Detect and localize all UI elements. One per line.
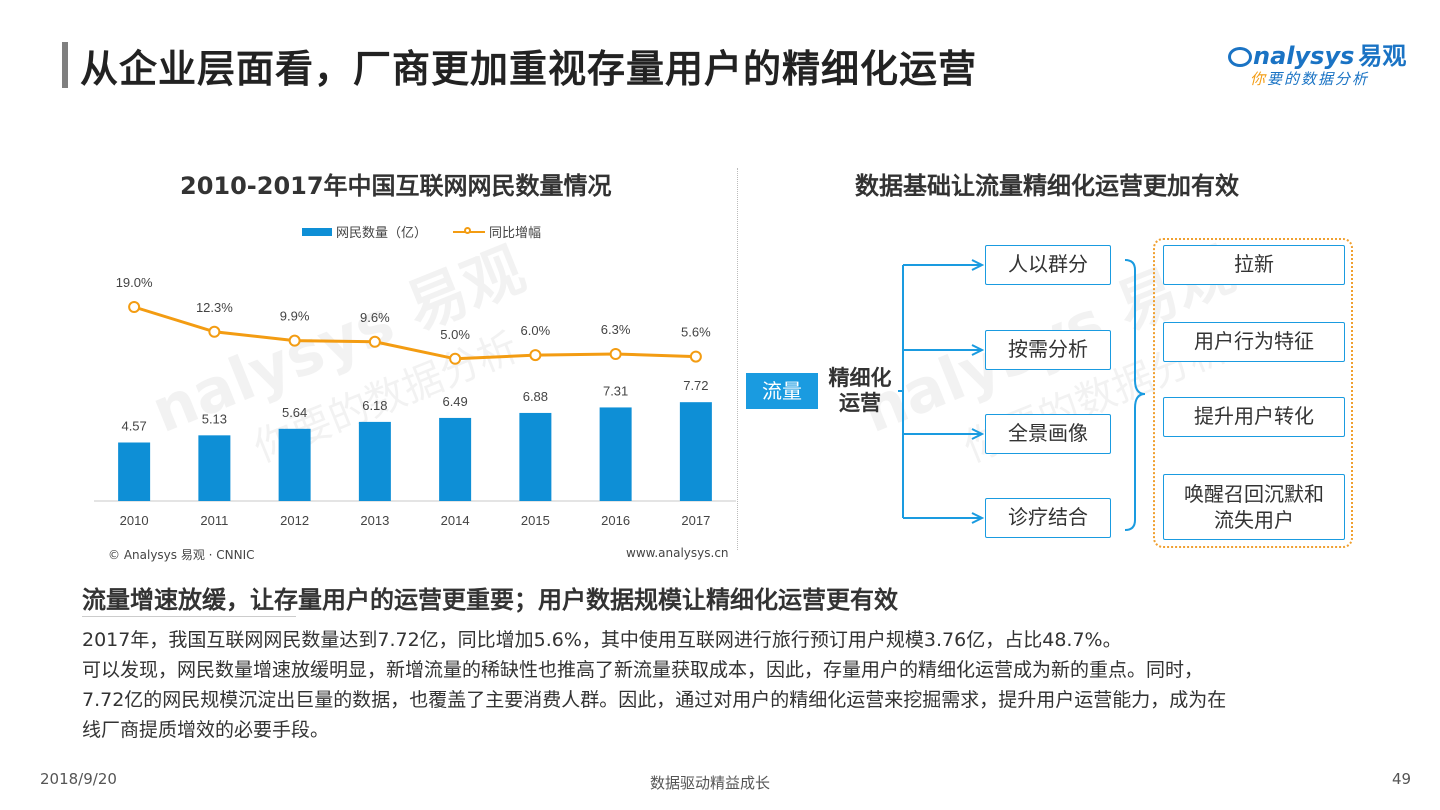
x-tick-2016: 2016 — [601, 513, 630, 528]
growth-label-2015: 6.0% — [521, 323, 551, 338]
branch-box-analysis: 按需分析 — [985, 330, 1111, 370]
bar-label-2017: 7.72 — [683, 378, 708, 393]
growth-point-2013 — [368, 335, 381, 348]
diagram-mid-line-2: 运营 — [839, 391, 881, 415]
users-growth-chart: 4.57 2010 5.13 2011 5.64 2012 6.18 2013 6.49 2014… — [94, 275, 736, 528]
page-title: 从企业层面看，厂商更加重视存量用户的精细化运营 — [80, 47, 978, 91]
growth-point-2014 — [449, 352, 462, 365]
growth-label-2010: 19.0% — [116, 275, 153, 290]
logo-tagline: 你要的数据分析 — [1250, 68, 1369, 89]
bar-2011 — [198, 435, 231, 501]
outcome-reactivate-line-1: 唤醒召回沉默和 — [1184, 482, 1324, 506]
analysys-logo: nalysys 易观 你要的数据分析 — [1228, 36, 1408, 92]
x-tick-2017: 2017 — [681, 513, 710, 528]
outcomes-panel — [1153, 238, 1353, 548]
diagram-mid-label: 精细化 运营 — [822, 366, 898, 416]
bar-2015 — [519, 412, 552, 501]
logo-cn: 易观 — [1358, 42, 1407, 70]
growth-point-2015 — [529, 349, 542, 362]
outcome-box-reactivate: 唤醒召回沉默和 流失用户 — [1163, 474, 1345, 540]
bar-label-2014: 6.49 — [442, 394, 467, 409]
bar-label-2013: 6.18 — [362, 398, 387, 413]
growth-point-2012 — [288, 334, 301, 347]
logo-tagline-first: 你 — [1250, 70, 1268, 88]
growth-label-2013: 9.6% — [360, 310, 390, 325]
diagram-title: 数据基础让流量精细化运营更加有效 — [855, 172, 1239, 200]
bar-label-2011: 5.13 — [202, 411, 227, 426]
summary-line-2: 可以发现，网民数量增速放缓明显，新增流量的稀缺性也推高了新流量获取成本，因此，存… — [82, 659, 1204, 681]
x-tick-2015: 2015 — [521, 513, 550, 528]
footer-slogan: 数据驱动精益成长 — [650, 774, 771, 792]
bar-2014 — [439, 417, 472, 501]
growth-point-2016 — [609, 347, 622, 360]
diagram-start-box: 流量 — [746, 373, 818, 409]
bar-2013 — [358, 421, 391, 501]
growth-label-2017: 5.6% — [681, 325, 711, 340]
growth-label-2016: 6.3% — [601, 322, 631, 337]
branch-box-segment: 人以群分 — [985, 245, 1111, 285]
x-tick-2013: 2013 — [360, 513, 389, 528]
summary-line-3: 7.72亿的网民规模沉淀出巨量的数据，也覆盖了主要消费人群。因此，通过对用户的精… — [82, 689, 1227, 711]
growth-point-2011 — [208, 325, 221, 338]
x-tick-2012: 2012 — [280, 513, 309, 528]
chart-source: © Analysys 易观 · CNNIC — [108, 548, 255, 562]
bar-2012 — [278, 428, 311, 501]
x-tick-2011: 2011 — [200, 513, 228, 528]
x-tick-2014: 2014 — [441, 513, 470, 528]
diagram-mid-line-1: 精细化 — [828, 366, 892, 390]
bar-2017 — [679, 402, 712, 501]
page-number: 49 — [1392, 770, 1412, 788]
bar-label-2016: 7.31 — [603, 383, 628, 398]
legend-bar-label: 网民数量（亿） — [336, 226, 428, 241]
arrow-icon-4 — [971, 512, 985, 524]
bar-label-2012: 5.64 — [282, 405, 307, 420]
growth-label-2011: 12.3% — [196, 300, 233, 315]
logo-main: nalysys 易观 — [1228, 36, 1406, 71]
chart-title: 2010-2017年中国互联网网民数量情况 — [180, 172, 612, 200]
branch-box-diagnosis: 诊疗结合 — [985, 498, 1111, 538]
legend-line-label: 同比增幅 — [489, 226, 542, 241]
growth-label-2014: 5.0% — [440, 327, 470, 342]
logo-wordmark: nalysys — [1253, 42, 1355, 70]
summary-underline — [82, 616, 296, 617]
legend-line-swatch — [453, 226, 486, 234]
arrow-icon-3 — [971, 428, 985, 440]
outcome-reactivate-line-2: 流失用户 — [1214, 508, 1294, 532]
diagram-connectors — [898, 259, 1146, 531]
chart-legend: 网民数量（亿） 同比增幅 — [302, 222, 541, 241]
bar-label-2015: 6.88 — [523, 389, 548, 404]
logo-swirl-icon — [1228, 47, 1252, 67]
logo-tagline-rest: 要的数据分析 — [1267, 70, 1370, 88]
summary-line-4: 线厂商提质增效的必要手段。 — [82, 719, 330, 741]
x-tick-2010: 2010 — [120, 513, 149, 528]
bar-label-2010: 4.57 — [121, 419, 146, 434]
arrow-icon-1 — [971, 259, 985, 271]
outcome-box-behavior: 用户行为特征 — [1163, 322, 1345, 362]
outcome-box-acquire: 拉新 — [1163, 245, 1345, 285]
bracket-icon — [1124, 259, 1146, 531]
summary-line-1: 2017年，我国互联网网民数量达到7.72亿，同比增加5.6%，其中使用互联网进… — [82, 629, 1122, 651]
footer-date: 2018/9/20 — [40, 770, 117, 788]
chart-source-url: www.analysys.cn — [626, 546, 729, 560]
arrow-icon-2 — [971, 344, 985, 356]
growth-point-2010 — [128, 301, 141, 313]
summary-heading: 流量增速放缓，让存量用户的运营更重要；用户数据规模让精细化运营更有效 — [82, 586, 898, 614]
growth-line — [133, 305, 696, 361]
title-accent-bar — [62, 42, 68, 88]
growth-label-2012: 9.9% — [280, 309, 310, 324]
legend-bar-swatch — [302, 227, 332, 236]
branch-box-portrait: 全景画像 — [985, 414, 1111, 454]
bar-2016 — [599, 407, 632, 501]
outcome-box-conversion: 提升用户转化 — [1163, 397, 1345, 437]
bar-2010 — [118, 442, 151, 501]
growth-point-2017 — [689, 350, 702, 363]
panel-divider — [737, 168, 739, 550]
